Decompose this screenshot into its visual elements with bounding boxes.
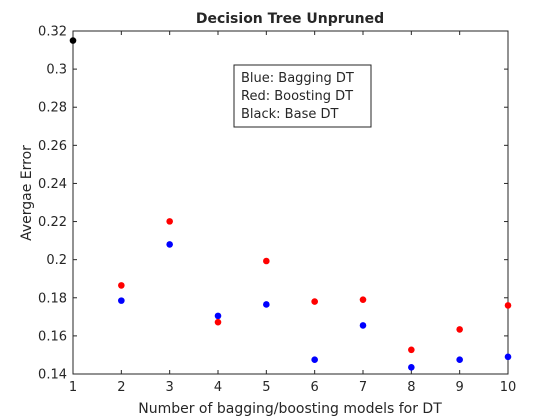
x-tick-label: 5 xyxy=(262,380,270,395)
y-tick-label: 0.28 xyxy=(38,101,67,116)
x-tick-label: 8 xyxy=(407,380,415,395)
x-tick-label: 1 xyxy=(69,380,77,395)
data-point-bagging xyxy=(311,356,318,364)
data-point-boosting xyxy=(504,302,512,309)
data-point-boosting xyxy=(263,257,270,265)
plot-frame xyxy=(72,30,509,375)
y-axis-label: Avergae Error xyxy=(19,145,35,241)
data-point-boosting xyxy=(408,346,415,354)
annotation-line-bagging: Blue: Bagging DT xyxy=(241,71,354,86)
data-point-base xyxy=(69,37,77,44)
data-point-bagging xyxy=(504,353,512,361)
x-tick-label: 6 xyxy=(311,380,319,395)
data-points xyxy=(69,37,512,371)
y-tick-label: 0.22 xyxy=(38,215,67,230)
y-tick-label: 0.2 xyxy=(46,253,67,268)
y-tick-label: 0.3 xyxy=(46,63,67,78)
y-tick-label: 0.14 xyxy=(38,368,67,383)
data-point-bagging xyxy=(359,322,367,329)
chart-title: Decision Tree Unpruned xyxy=(196,11,384,27)
x-tick-label: 9 xyxy=(456,380,464,395)
x-tick-label: 2 xyxy=(117,380,125,395)
data-point-boosting xyxy=(166,218,173,225)
x-tick-label: 10 xyxy=(500,380,517,395)
data-point-bagging xyxy=(263,301,270,308)
data-point-bagging xyxy=(166,241,173,248)
annotation-line-base: Black: Base DT xyxy=(241,107,338,122)
data-point-bagging xyxy=(456,356,463,364)
x-axis-label: Number of bagging/boosting models for DT xyxy=(138,401,442,417)
annotation-border xyxy=(233,64,372,128)
axes xyxy=(72,30,509,375)
data-point-boosting xyxy=(311,298,318,305)
data-point-boosting xyxy=(359,296,367,303)
data-point-bagging xyxy=(118,297,125,304)
x-tick-label: 4 xyxy=(214,380,222,395)
annotation-box: Blue: Bagging DT Red: Boosting DT Black:… xyxy=(233,64,372,128)
data-point-bagging xyxy=(408,364,415,371)
y-tick-label: 0.24 xyxy=(38,177,67,192)
data-point-boosting xyxy=(214,318,222,326)
y-tick-label: 0.16 xyxy=(38,329,67,344)
data-point-boosting xyxy=(456,326,463,333)
data-point-bagging xyxy=(214,312,222,320)
x-tick-label: 3 xyxy=(166,380,174,395)
y-tick-label: 0.32 xyxy=(38,25,67,40)
annotation-line-boosting: Red: Boosting DT xyxy=(241,89,353,104)
data-point-boosting xyxy=(118,282,125,289)
ticks: 1 2 3 4 5 6 7 8 9 10 0.14 0.16 0.18 0.2 0.22 0.24 0.26 0.… xyxy=(38,25,516,396)
y-tick-label: 0.26 xyxy=(38,139,67,154)
x-tick-label: 7 xyxy=(359,380,367,395)
y-tick-label: 0.18 xyxy=(38,291,67,306)
